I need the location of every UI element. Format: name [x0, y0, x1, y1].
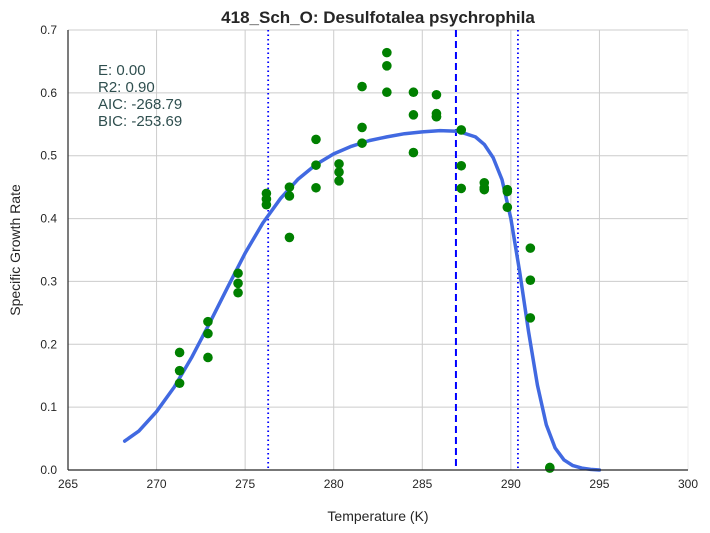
data-point	[382, 47, 392, 58]
fit-curve-group	[122, 128, 602, 472]
data-point	[456, 183, 467, 194]
data-point	[431, 89, 442, 100]
data-point	[431, 111, 442, 122]
x-tick-label: 300	[678, 477, 698, 491]
data-point	[456, 160, 467, 171]
data-point	[284, 232, 295, 243]
data-point	[203, 328, 213, 339]
stat-bic: BIC: -253.69	[98, 113, 182, 130]
y-tick-label: 0.1	[40, 400, 57, 414]
data-point	[203, 316, 213, 327]
data-point	[334, 176, 344, 186]
x-tick-label: 285	[412, 477, 432, 491]
data-point	[408, 110, 419, 120]
data-point	[233, 268, 243, 279]
data-point	[545, 463, 555, 473]
x-tick-label: 270	[147, 477, 167, 491]
data-point	[502, 202, 513, 213]
y-axis-label: Specific Growth Rate	[7, 184, 23, 316]
fit-curve	[122, 128, 602, 472]
data-point	[311, 160, 321, 170]
y-tick-label: 0.7	[40, 23, 57, 37]
data-point	[479, 184, 490, 195]
data-point	[456, 125, 467, 135]
data-point	[334, 159, 344, 169]
data-point	[284, 191, 295, 201]
y-tick-label: 0.0	[40, 463, 57, 477]
y-tick-label: 0.2	[40, 337, 57, 351]
x-tick-labels: 265 270 275 280 285 290 295 300	[58, 477, 698, 491]
data-point	[525, 243, 536, 253]
y-tick-labels: 0.0 0.1 0.2 0.3 0.4 0.5 0.6 0.7	[40, 23, 57, 477]
stat-aic: AIC: -268.79	[98, 96, 182, 113]
data-point	[203, 352, 213, 363]
plot-area	[68, 30, 688, 470]
data-point	[233, 278, 243, 289]
data-point	[174, 347, 185, 358]
stat-r2: R2: 0.90	[98, 79, 155, 96]
data-point	[357, 81, 367, 92]
y-tick-label: 0.5	[40, 149, 57, 163]
data-point	[174, 378, 185, 389]
data-point	[382, 87, 392, 98]
chart-title: 418_Sch_O: Desulfotalea psychrophila	[221, 8, 535, 27]
data-point	[284, 182, 295, 192]
data-point	[357, 122, 367, 133]
x-tick-label: 265	[58, 477, 78, 491]
data-point	[382, 61, 392, 71]
data-point	[525, 275, 536, 285]
x-axis-label: Temperature (K)	[327, 508, 428, 524]
data-point	[174, 365, 185, 376]
data-point	[408, 87, 419, 98]
data-point	[334, 167, 344, 177]
data-point	[408, 147, 419, 158]
fit-statistics: E: 0.00 R2: 0.90 AIC: -268.79 BIC: -253.…	[98, 62, 182, 130]
y-tick-label: 0.4	[40, 212, 57, 226]
stat-e: E: 0.00	[98, 62, 146, 79]
data-point	[311, 134, 321, 145]
vertical-reference-lines	[267, 30, 519, 470]
gridlines	[68, 29, 689, 470]
data-point	[357, 138, 367, 148]
y-tick-label: 0.6	[40, 86, 57, 100]
data-point	[261, 199, 272, 210]
data-point	[233, 287, 243, 298]
x-tick-label: 295	[589, 477, 609, 491]
data-point	[311, 182, 321, 193]
x-tick-label: 280	[324, 477, 344, 491]
y-tick-label: 0.3	[40, 274, 57, 288]
data-point	[502, 186, 513, 197]
axes	[67, 30, 688, 471]
x-tick-label: 275	[235, 477, 255, 491]
data-point	[525, 313, 536, 323]
x-tick-label: 290	[501, 477, 521, 491]
